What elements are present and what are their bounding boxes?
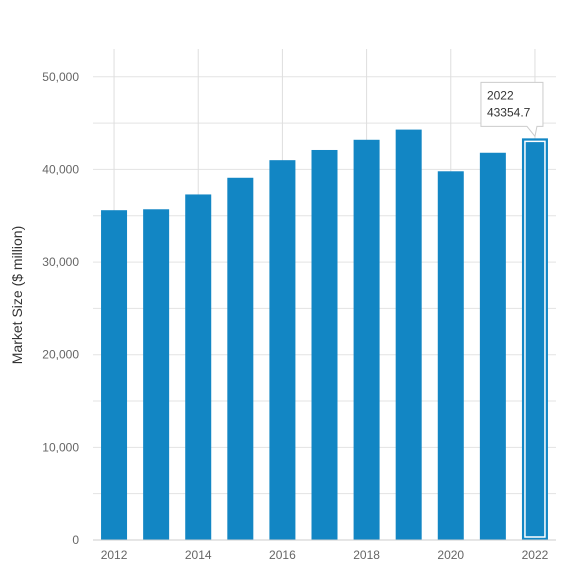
bar-2013[interactable] — [143, 209, 170, 540]
tooltip-value: 43354.7 — [487, 105, 531, 119]
bar-2016[interactable] — [269, 160, 296, 541]
x-tick-label: 2022 — [522, 548, 549, 562]
bar-2022[interactable] — [521, 138, 548, 540]
bars — [101, 129, 548, 541]
y-tick-label: 0 — [72, 533, 79, 547]
x-tick-label: 2020 — [437, 548, 464, 562]
y-tick-label: 40,000 — [42, 162, 79, 176]
tick-labels: 0 10,000 20,000 30,000 40,000 50,000 2012 2014 2… — [42, 70, 548, 562]
y-tick-label: 30,000 — [42, 255, 79, 269]
bar-2018[interactable] — [353, 139, 380, 540]
x-tick-label: 2016 — [269, 548, 296, 562]
bar-2014[interactable] — [185, 194, 212, 540]
bar-2012[interactable] — [101, 210, 128, 540]
tooltip: 2022 43354.7 — [480, 81, 544, 138]
y-axis-title: Market Size ($ million) — [9, 226, 25, 364]
bar-2019[interactable] — [395, 129, 422, 540]
bar-2017[interactable] — [311, 149, 338, 540]
y-tick-label: 50,000 — [42, 70, 79, 84]
x-tick-label: 2018 — [353, 548, 380, 562]
x-tick-label: 2012 — [101, 548, 128, 562]
x-tick-label: 2014 — [185, 548, 212, 562]
bar-2015[interactable] — [227, 177, 254, 540]
bar-highlight-outline — [524, 140, 546, 538]
bar-2020[interactable] — [437, 171, 464, 540]
y-tick-label: 20,000 — [42, 348, 79, 362]
y-tick-label: 10,000 — [42, 440, 79, 454]
tooltip-box — [480, 81, 544, 138]
tooltip-year: 2022 — [487, 88, 514, 102]
bar-2021[interactable] — [479, 152, 506, 540]
